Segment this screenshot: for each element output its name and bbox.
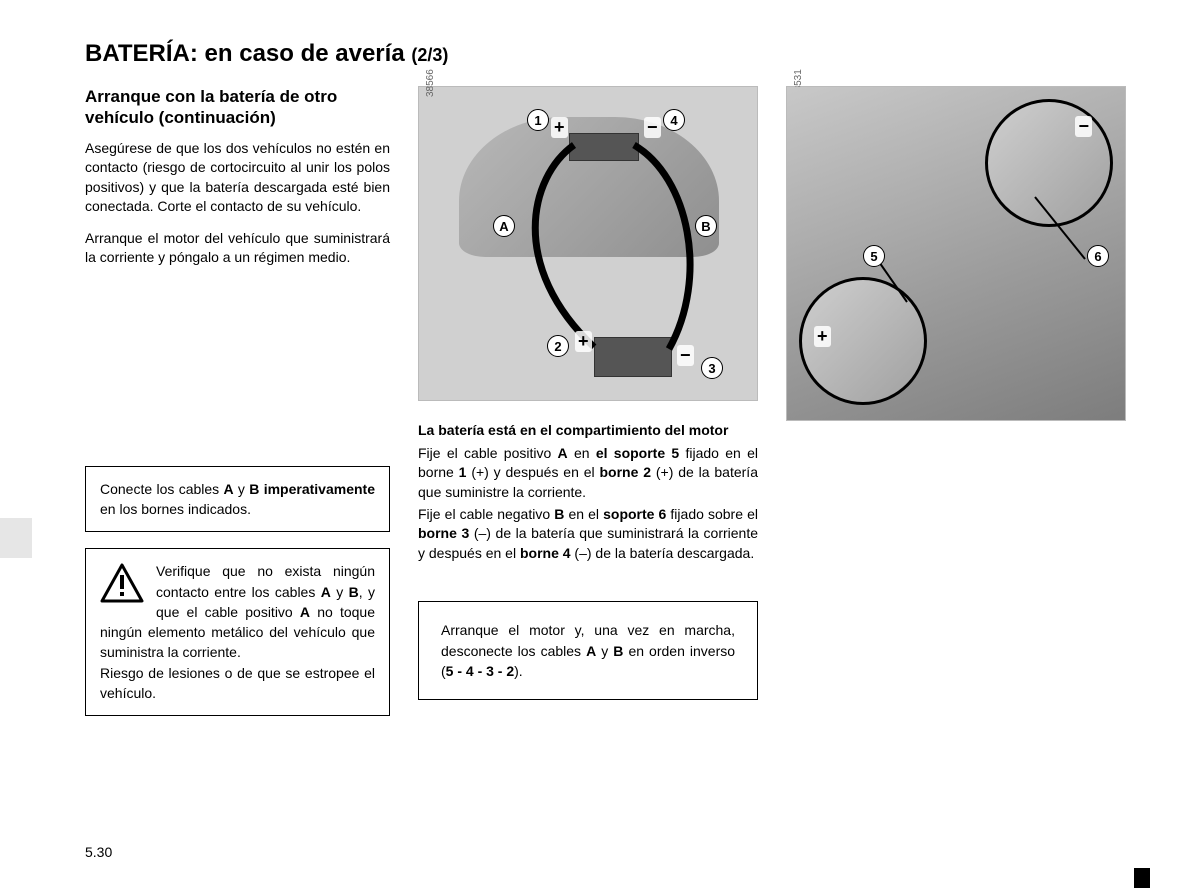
mid-para-1: Fije el cable positivo A en el soporte 5…	[418, 444, 758, 503]
p2-sop6: soporte 6	[603, 506, 666, 522]
box2-b: B	[613, 643, 623, 659]
p1-pre: Fije el cable positivo	[418, 445, 558, 461]
callout-6: 6	[1087, 245, 1109, 267]
warn-a: A	[321, 584, 331, 600]
p2-b3: borne 3	[418, 525, 469, 541]
p2-mid1: en el	[564, 506, 603, 522]
figure-battery-terminals: 33531 + − 5 6	[786, 86, 1126, 421]
p1-sop5: el soporte 5	[596, 445, 679, 461]
warn-line2: Riesgo de lesiones o de que se estropee …	[100, 665, 375, 701]
minus-sign-3: −	[677, 345, 694, 366]
column-middle: 38566 + − + − 1 4 A B 2	[418, 86, 758, 716]
box2-a: A	[586, 643, 596, 659]
callout-3: 3	[701, 357, 723, 379]
box1-mid2: imperativamente	[259, 481, 375, 497]
p1-a: A	[558, 445, 568, 461]
page-title: BATERÍA: en caso de avería (2/3)	[85, 40, 1145, 68]
column-left: Arranque con la batería de otro vehículo…	[85, 86, 390, 716]
disconnect-order-box: Arranque el motor y, una vez en marcha, …	[418, 601, 758, 700]
left-para-1: Asegúrese de que los dos vehículos no es…	[85, 139, 390, 217]
mid-para-2: Fije el cable negativo B en el soporte 6…	[418, 505, 758, 564]
callout-4: 4	[663, 109, 685, 131]
p2-mid2: fijado sobre el	[666, 506, 758, 522]
box1-mid1: y	[234, 481, 250, 497]
box2-post: ).	[514, 663, 523, 679]
page-number: 5.30	[85, 844, 112, 860]
box1-b: B	[249, 481, 259, 497]
warning-triangle-icon	[100, 563, 144, 603]
p2-b4: borne 4	[520, 545, 571, 561]
warn-b: B	[349, 584, 359, 600]
p2-b: B	[554, 506, 564, 522]
left-para-2: Arranque el motor del vehículo que sumin…	[85, 229, 390, 268]
title-main: BATERÍA: en caso de avería	[85, 40, 405, 67]
box1-text-pre: Conecte los cables	[100, 481, 223, 497]
callout-A: A	[493, 215, 515, 237]
figure-jumper-cables: 38566 + − + − 1 4 A B 2	[418, 86, 758, 401]
mid-heading: La batería está en el compartimiento del…	[418, 421, 758, 440]
p1-mid3: (+) y después en el	[466, 464, 599, 480]
plus-sign-2: +	[575, 331, 592, 352]
box1-post: en los bornes indicados.	[100, 501, 251, 517]
box1-a: A	[223, 481, 233, 497]
p1-b2: borne 2	[599, 464, 651, 480]
warn-mid1: y	[331, 584, 349, 600]
warn-a2: A	[300, 604, 310, 620]
content-columns: Arranque con la batería de otro vehículo…	[85, 86, 1145, 716]
column-right: 33531 + − 5 6	[786, 86, 1126, 716]
minus-sign-4: −	[644, 117, 661, 138]
connect-cables-box: Conecte los cables A y B imperativamente…	[85, 466, 390, 533]
leader-lines	[787, 87, 1127, 422]
callout-2: 2	[547, 335, 569, 357]
plus-sign-1: +	[551, 117, 568, 138]
title-part: (2/3)	[411, 45, 448, 65]
callout-B: B	[695, 215, 717, 237]
p1-mid1: en	[568, 445, 596, 461]
callout-5: 5	[863, 245, 885, 267]
corner-crop-mark	[1134, 868, 1150, 888]
box2-mid1: y	[596, 643, 613, 659]
p2-pre: Fije el cable negativo	[418, 506, 554, 522]
box2-seq: 5 - 4 - 3 - 2	[446, 663, 514, 679]
cable-paths	[419, 87, 759, 402]
warning-box: Verifique que no exista ningún contacto …	[85, 548, 390, 716]
p2-post: (–) de la batería descargada.	[571, 545, 755, 561]
manual-page: BATERÍA: en caso de avería (2/3) Arranqu…	[0, 0, 1200, 888]
left-subheading: Arranque con la batería de otro vehículo…	[85, 86, 390, 129]
callout-1: 1	[527, 109, 549, 131]
